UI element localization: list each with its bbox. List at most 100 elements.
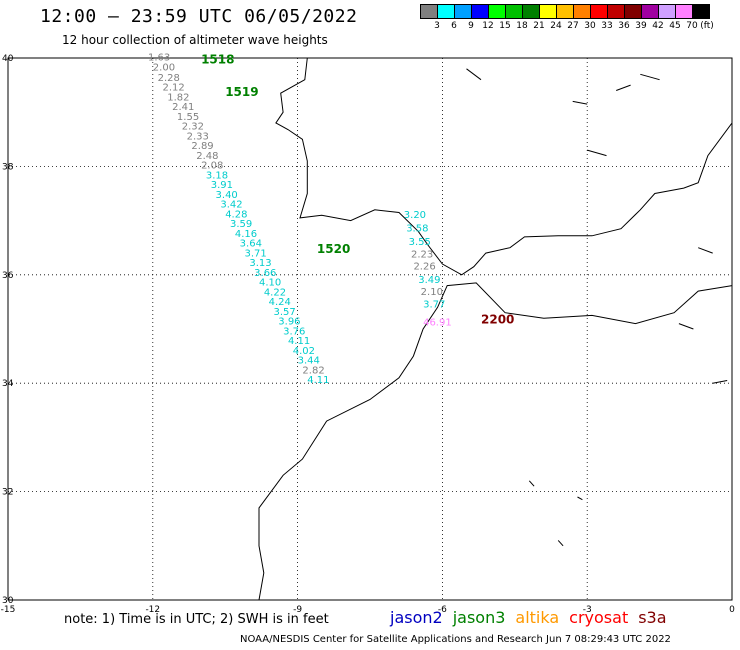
lon-tick-label: -9: [293, 605, 302, 615]
legend-label: 45: [669, 21, 681, 31]
wave-height-value: 2.82: [302, 365, 324, 376]
wave-height-value: 3.58: [406, 223, 428, 234]
legend-label: 21: [533, 21, 545, 31]
legend-label: 39: [635, 21, 647, 31]
map-subtitle: 12 hour collection of altimeter wave hei…: [62, 33, 328, 47]
satellite-s3a: s3a: [638, 608, 667, 627]
coastline: [258, 282, 733, 601]
legend-label: 3: [434, 21, 440, 31]
coastline: [557, 540, 564, 547]
wave-height-value: 3.20: [404, 210, 426, 221]
wave-height-value: 3.76: [283, 326, 305, 337]
wave-height-value: 2.10: [421, 287, 443, 298]
lon-tick-label: -6: [438, 605, 447, 615]
wave-height-value: 4.16: [235, 229, 257, 240]
pass-time-label: 1520: [317, 242, 350, 256]
color-legend: 3 6 9 12 15 18 21 24 27 30 33 36 39 42 45 70 (ft): [420, 4, 740, 31]
wave-height-value: 2.12: [162, 83, 184, 94]
lat-tick-label: 36: [2, 271, 14, 281]
wave-height-value: 46.91: [423, 318, 452, 329]
legend-label: 6: [451, 21, 457, 31]
coastline: [616, 84, 631, 91]
wave-height-value: 2.41: [172, 102, 194, 113]
pass-time-label: 1518: [201, 52, 234, 66]
legend-label: 24: [550, 21, 562, 31]
satellite-jason3: jason3: [452, 608, 506, 627]
wave-height-value: 3.42: [220, 200, 242, 211]
wave-height-value: 1.82: [167, 92, 189, 103]
map-title: 12:00 – 23:59 UTC 06/05/2022: [40, 6, 358, 27]
coastline: [587, 149, 607, 157]
wave-height-value: 3.77: [423, 299, 445, 310]
coastline: [275, 57, 733, 276]
legend-label: 12: [482, 21, 494, 31]
coastline: [678, 323, 694, 330]
wave-height-value: 3.71: [245, 248, 267, 259]
wave-height-value: 2.89: [191, 141, 213, 152]
legend-labels: 3 6 9 12 15 18 21 24 27 30 33 36 39 42 45 70 (ft): [420, 19, 740, 31]
pass-time-label: 1519: [225, 85, 258, 99]
wave-height-value: 2.23: [411, 249, 433, 260]
lon-tick-label: -3: [583, 605, 592, 615]
wave-height-value: 3.40: [216, 190, 238, 201]
wave-height-value: 3.96: [278, 317, 300, 328]
lat-tick-label: 32: [2, 488, 13, 498]
wave-height-value: 3.66: [254, 268, 276, 279]
wave-height-value: 2.28: [158, 73, 180, 84]
coastline: [528, 480, 535, 487]
wave-height-value: 3.44: [298, 356, 320, 367]
legend-label: 42: [652, 21, 664, 31]
wave-height-value: 3.18: [206, 170, 228, 181]
wave-height-value: 3.49: [418, 275, 440, 286]
wave-height-value: 2.33: [187, 131, 209, 142]
wave-height-value: 3.55: [409, 237, 431, 248]
wave-height-value: 2.48: [196, 151, 218, 162]
legend-label: 30: [584, 21, 596, 31]
coastline: [640, 73, 660, 81]
wave-height-value: 2.32: [182, 122, 204, 133]
satellite-altika: altika: [515, 608, 560, 627]
satellite-cryosat: cryosat: [569, 608, 629, 627]
wave-height-value: 3.64: [240, 239, 262, 250]
wave-height-value: 4.22: [264, 287, 286, 298]
coastline: [712, 380, 728, 384]
wave-height-value: 3.13: [249, 258, 271, 269]
legend-label: 18: [516, 21, 528, 31]
wave-height-value: 1.63: [148, 53, 170, 64]
lon-tick-label: -15: [1, 605, 16, 615]
coastline: [466, 68, 482, 81]
lat-tick-label: 40: [2, 54, 14, 64]
wave-height-value: 2.00: [153, 62, 175, 73]
wave-height-value: 2.26: [413, 261, 435, 272]
legend-swatches: [420, 4, 740, 19]
legend-unit: (ft): [700, 21, 714, 31]
lat-tick-label: 38: [2, 162, 14, 172]
wave-height-value: 1.55: [177, 112, 199, 123]
wave-height-value: 3.57: [273, 307, 295, 318]
legend-label: 36: [618, 21, 630, 31]
wave-height-value: 4.11: [307, 375, 329, 386]
wave-height-value: 2.08: [201, 161, 223, 172]
coastline: [698, 247, 713, 254]
credit-line: NOAA/NESDIS Center for Satellite Applica…: [240, 634, 671, 645]
wave-height-value: 4.24: [269, 297, 291, 308]
legend-label: 33: [601, 21, 613, 31]
wave-height-value: 4.10: [259, 278, 281, 289]
wave-height-value: 3.59: [230, 219, 252, 230]
map-frame: [7, 57, 733, 601]
footnote: note: 1) Time is in UTC; 2) SWH is in fe…: [64, 612, 329, 627]
lon-tick-label: -12: [145, 605, 160, 615]
legend-label: 27: [567, 21, 579, 31]
wave-height-value: 4.28: [225, 209, 247, 220]
wave-height-value: 4.02: [293, 346, 315, 357]
satellite-jason2: jason2: [390, 608, 443, 627]
lat-tick-label: 34: [2, 379, 14, 389]
legend-label: 9: [468, 21, 474, 31]
legend-label: 15: [499, 21, 511, 31]
satellite-legend: jason2 jason3 altika cryosat s3a: [390, 608, 677, 627]
lat-tick-label: 30: [2, 596, 14, 606]
coastline: [577, 496, 583, 501]
wave-height-value: 4.11: [288, 336, 310, 347]
legend-swatch: [692, 4, 710, 19]
